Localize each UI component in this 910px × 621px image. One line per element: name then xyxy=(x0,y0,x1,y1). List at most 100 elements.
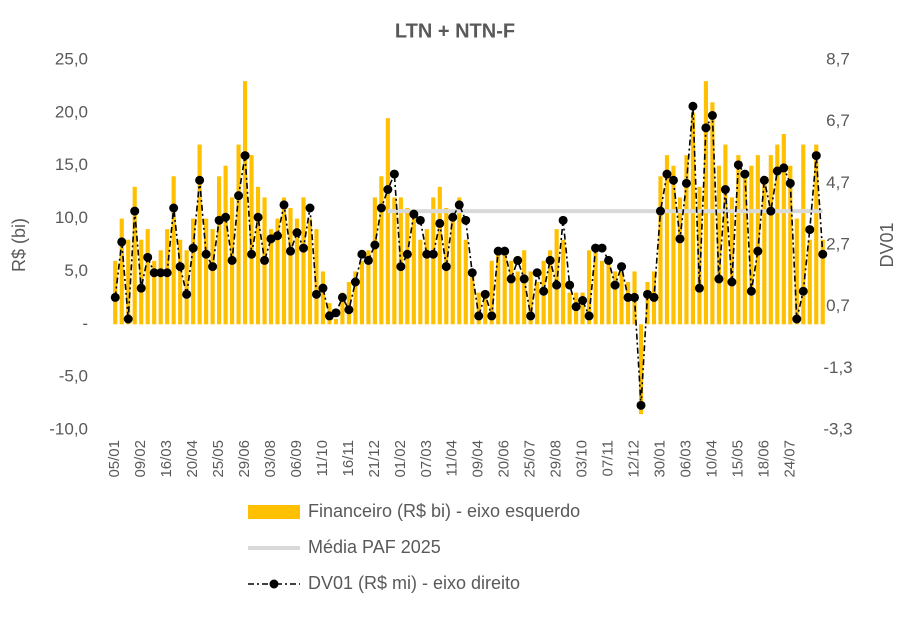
x-tick-label: 30/01 xyxy=(651,440,668,478)
bar xyxy=(684,155,689,325)
marker xyxy=(474,311,484,321)
marker xyxy=(571,302,581,312)
x-tick-label: 24/07 xyxy=(781,440,798,478)
marker xyxy=(422,249,432,259)
marker xyxy=(597,243,607,253)
marker xyxy=(376,203,386,213)
line xyxy=(114,106,824,406)
y-axis-title: R$ (bi) xyxy=(9,218,29,272)
marker xyxy=(260,255,270,265)
marker xyxy=(149,268,159,278)
marker xyxy=(389,169,399,179)
marker xyxy=(759,175,769,185)
y-tick-label: 20,0 xyxy=(55,102,88,121)
marker xyxy=(526,311,536,321)
marker xyxy=(746,286,756,296)
bar xyxy=(275,218,280,325)
x-tick-label: 07/11 xyxy=(600,440,617,476)
y2-tick-label: -1,3 xyxy=(823,358,852,377)
marker xyxy=(714,274,724,284)
marker xyxy=(188,243,198,253)
bar xyxy=(671,165,676,325)
marker xyxy=(253,212,263,222)
bar xyxy=(723,144,728,325)
marker xyxy=(798,286,808,296)
marker xyxy=(500,246,510,256)
marker xyxy=(143,252,153,262)
bar xyxy=(502,250,507,325)
bar xyxy=(625,282,631,325)
bar xyxy=(606,260,611,325)
chart-title: LTN + NTN-F xyxy=(395,20,515,42)
bar xyxy=(807,239,812,325)
x-tick-label: 06/09 xyxy=(288,440,305,478)
legend-label: Financeiro (R$ bi) - eixo esquerdo xyxy=(308,501,580,521)
bar xyxy=(587,250,592,325)
bar xyxy=(677,197,683,325)
x-tick-label: 16/11 xyxy=(340,440,357,476)
marker xyxy=(435,218,445,228)
bar xyxy=(658,176,663,325)
y2-tick-label: 8,7 xyxy=(826,49,850,68)
marker xyxy=(292,228,302,238)
bar xyxy=(522,250,527,325)
bar xyxy=(418,239,423,325)
bar xyxy=(333,319,339,325)
bar xyxy=(178,239,183,325)
marker xyxy=(169,203,179,213)
marker xyxy=(350,277,360,287)
marker xyxy=(785,178,795,188)
marker xyxy=(337,292,347,302)
marker xyxy=(363,255,373,265)
bar xyxy=(255,186,261,325)
bar xyxy=(294,218,300,325)
bar xyxy=(742,176,747,325)
bar xyxy=(703,81,708,325)
bar xyxy=(599,260,605,325)
marker xyxy=(279,200,289,210)
marker xyxy=(727,277,737,287)
x-tick-label: 12/12 xyxy=(625,440,642,478)
bar xyxy=(281,197,287,325)
marker xyxy=(552,280,562,290)
bar xyxy=(340,292,345,325)
bar xyxy=(801,144,806,325)
bar xyxy=(184,250,189,325)
x-tick-label: 20/04 xyxy=(184,440,201,478)
bar xyxy=(346,282,351,325)
marker xyxy=(396,262,406,272)
marker xyxy=(604,255,614,265)
bar xyxy=(788,165,793,325)
marker xyxy=(681,178,691,188)
bar xyxy=(729,197,734,325)
bar xyxy=(152,260,157,325)
x-tick-label: 18/06 xyxy=(755,440,772,478)
x-tick-label: 15/05 xyxy=(729,440,746,478)
marker xyxy=(175,262,185,272)
marker xyxy=(117,237,127,247)
bar xyxy=(314,229,319,325)
marker xyxy=(234,191,244,201)
y2-tick-label: 0,7 xyxy=(826,296,850,315)
marker xyxy=(448,212,458,222)
marker xyxy=(532,268,542,278)
bar xyxy=(554,229,559,325)
x-tick-label: 07/03 xyxy=(418,440,435,478)
marker xyxy=(493,246,503,256)
bar xyxy=(307,218,313,325)
marker xyxy=(247,249,257,259)
marker xyxy=(668,175,678,185)
x-tick-label: 11/10 xyxy=(314,440,331,476)
bar xyxy=(359,260,364,325)
marker xyxy=(584,311,594,321)
bar xyxy=(476,292,481,325)
marker xyxy=(182,289,192,299)
marker xyxy=(617,262,627,272)
bar xyxy=(171,176,176,325)
marker xyxy=(513,255,523,265)
marker xyxy=(331,308,341,318)
marker xyxy=(110,292,120,302)
marker xyxy=(662,169,672,179)
bar xyxy=(483,292,488,325)
marker xyxy=(370,240,380,250)
